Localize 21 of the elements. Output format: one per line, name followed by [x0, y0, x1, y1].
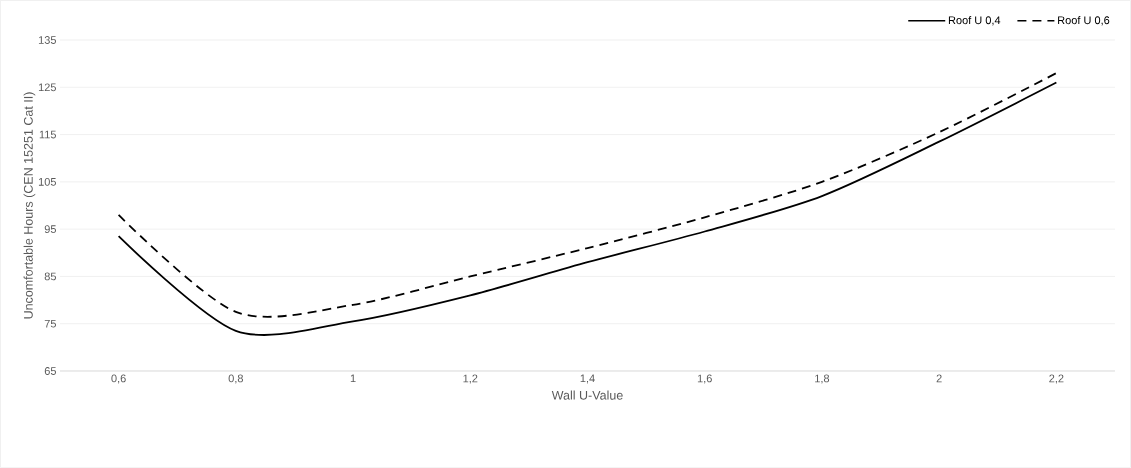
x-tick-label: 0,8: [228, 374, 243, 384]
x-axis-title: Wall U-Value: [551, 390, 623, 400]
y-tick-label: 65: [44, 367, 56, 375]
x-tick-label: 0,6: [111, 374, 126, 384]
x-tick-label: 1: [350, 374, 356, 383]
y-tick-label: 115: [39, 130, 56, 139]
legend-label: Roof U 0,4: [948, 16, 1001, 26]
y-tick-label: 95: [44, 225, 56, 234]
y-tick-label: 125: [38, 83, 56, 92]
y-axis-title: Uncomfortable Hours (CEN 15251 Cat II): [23, 92, 36, 319]
x-tick-label: 1,4: [580, 374, 595, 384]
x-tick-label: 2,2: [1049, 374, 1064, 384]
x-tick-label: 2: [936, 374, 942, 383]
x-tick-label: 1,2: [463, 374, 478, 384]
y-tick-label: 85: [44, 272, 56, 281]
x-tick-label: 1,8: [815, 374, 830, 384]
y-tick-label: 75: [44, 319, 56, 328]
x-tick-label: 1,6: [697, 374, 712, 384]
legend-label: Roof U 0,6: [1058, 16, 1110, 26]
y-tick-label: 135: [38, 36, 56, 44]
y-tick-label: 105: [38, 177, 56, 186]
